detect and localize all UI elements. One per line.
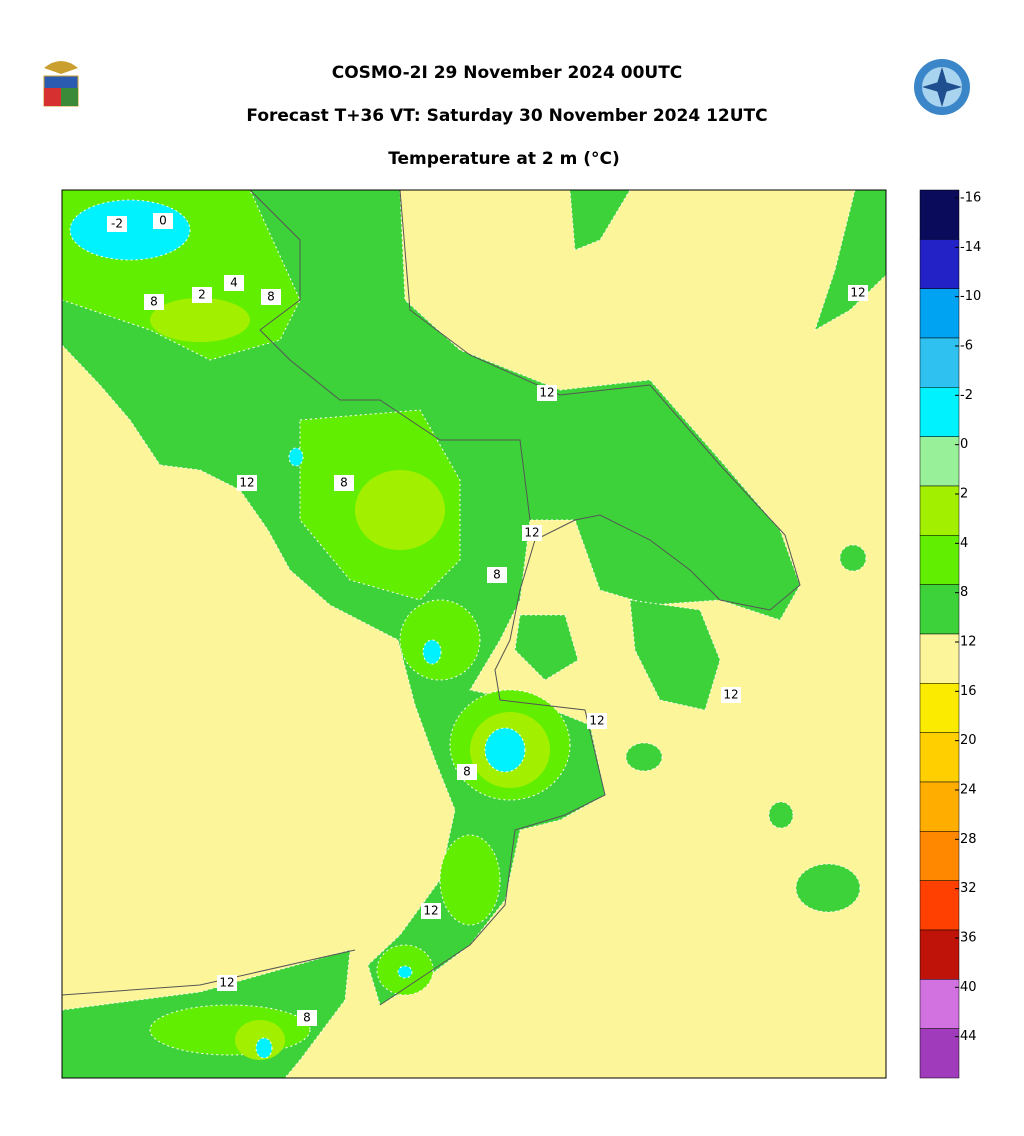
contour-label: 12 [423, 904, 438, 918]
contour-labels: -2 0 4 2 8 8 12 12 12 8 12 8 12 12 8 12 12 8 [107, 213, 868, 1026]
colorbar-segment [919, 436, 960, 487]
colorbar-segment [919, 239, 960, 289]
colorbar-segment [919, 485, 960, 536]
colorbar-segment [919, 880, 960, 931]
right-logo [914, 59, 970, 115]
contour-label-box [261, 289, 281, 305]
colorbar-label: 36 [960, 931, 977, 946]
contour-label-box [224, 275, 244, 291]
contour-label-box [297, 1010, 317, 1026]
left-logo [43, 61, 79, 107]
sea-green-3 [814, 190, 886, 332]
colorbar-label: -16 [960, 191, 981, 206]
sea-green-1 [629, 599, 721, 711]
colorbar-label: 8 [960, 585, 968, 600]
colorbar-label: 20 [960, 733, 977, 748]
contour-label: 12 [219, 976, 234, 990]
contour-label-box [217, 975, 237, 991]
contour-label: 8 [303, 1011, 311, 1025]
colorbar-segment [919, 633, 960, 684]
colorbar-label: 40 [960, 980, 977, 995]
colorbar-label: 24 [960, 783, 977, 798]
sea-green-6 [625, 742, 663, 772]
field-title: Temperature at 2 m (°C) [388, 149, 620, 169]
colorbar-segment [919, 584, 960, 635]
colorbar-label: -10 [960, 289, 981, 304]
contour-label-box [721, 687, 741, 703]
contour-label: 8 [493, 568, 501, 582]
map-frame [61, 189, 887, 1079]
colorbar-label: -6 [960, 339, 973, 354]
contour-label-box [522, 525, 542, 541]
colorbar-segment [919, 387, 960, 437]
colorbar-label: 28 [960, 832, 977, 847]
colorbar-label: 44 [960, 1029, 977, 1044]
contour-label-box [421, 903, 441, 919]
contour-label-box [107, 216, 127, 232]
colorbar-label: 12 [960, 635, 977, 650]
colorbar-segment [919, 288, 960, 339]
colorbar-label: 0 [960, 437, 968, 452]
contour-label: 12 [539, 386, 554, 400]
contour-label-box [334, 475, 354, 491]
contour-label-box [537, 385, 557, 401]
contour-label: 0 [159, 214, 167, 228]
contour-label-box [587, 713, 607, 729]
sea-green-8 [768, 801, 794, 829]
map [62, 190, 886, 1078]
colorbar-label: 2 [960, 487, 968, 502]
contour-label-box [237, 475, 257, 491]
contour-label: 8 [463, 765, 471, 779]
contour-label-box [487, 567, 507, 583]
colorbar-label: 4 [960, 536, 968, 551]
sea-green-7 [839, 544, 867, 572]
colorbar-label: 32 [960, 881, 977, 896]
contour-label: 8 [340, 476, 348, 490]
contour-label-box [144, 294, 164, 310]
sea-green-4 [569, 190, 631, 251]
contour-label: 12 [723, 688, 738, 702]
contour-label: 12 [850, 286, 865, 300]
colorbar-segment [919, 683, 960, 733]
colorbar-label: -14 [960, 240, 981, 255]
contour-label: 12 [589, 714, 604, 728]
sea-green-5 [795, 863, 861, 913]
colorbar-segment [919, 337, 960, 388]
subtitle: Forecast T+36 VT: Saturday 30 November 2… [246, 106, 767, 126]
colorbar-segment [919, 929, 960, 980]
contour-label-box [192, 287, 212, 303]
colorbar-label: 16 [960, 684, 977, 699]
contour-label: 8 [267, 290, 275, 304]
contour-label: 4 [230, 276, 238, 290]
contour-label-box [848, 285, 868, 301]
colorbar-segment [919, 979, 960, 1029]
contour-label: -2 [111, 217, 123, 231]
contour-label-box [153, 213, 173, 229]
title: COSMO-2I 29 November 2024 00UTC [332, 63, 683, 83]
colorbar-segment [919, 1028, 960, 1079]
contour-label-box [457, 764, 477, 780]
contour-label: 12 [239, 476, 254, 490]
borders [62, 190, 801, 1006]
sea-green-2 [514, 614, 579, 681]
colorbar-segment [919, 535, 960, 585]
colorbar-segment [919, 781, 960, 832]
land-warm [62, 190, 801, 1006]
colorbar-label: -2 [960, 388, 973, 403]
contour-label: 12 [524, 526, 539, 540]
contour-label: 8 [150, 295, 158, 309]
colorbar-segment [919, 732, 960, 783]
contour-label: 2 [198, 288, 206, 302]
colorbar-segment [919, 189, 960, 240]
colorbar-segment [919, 831, 960, 881]
